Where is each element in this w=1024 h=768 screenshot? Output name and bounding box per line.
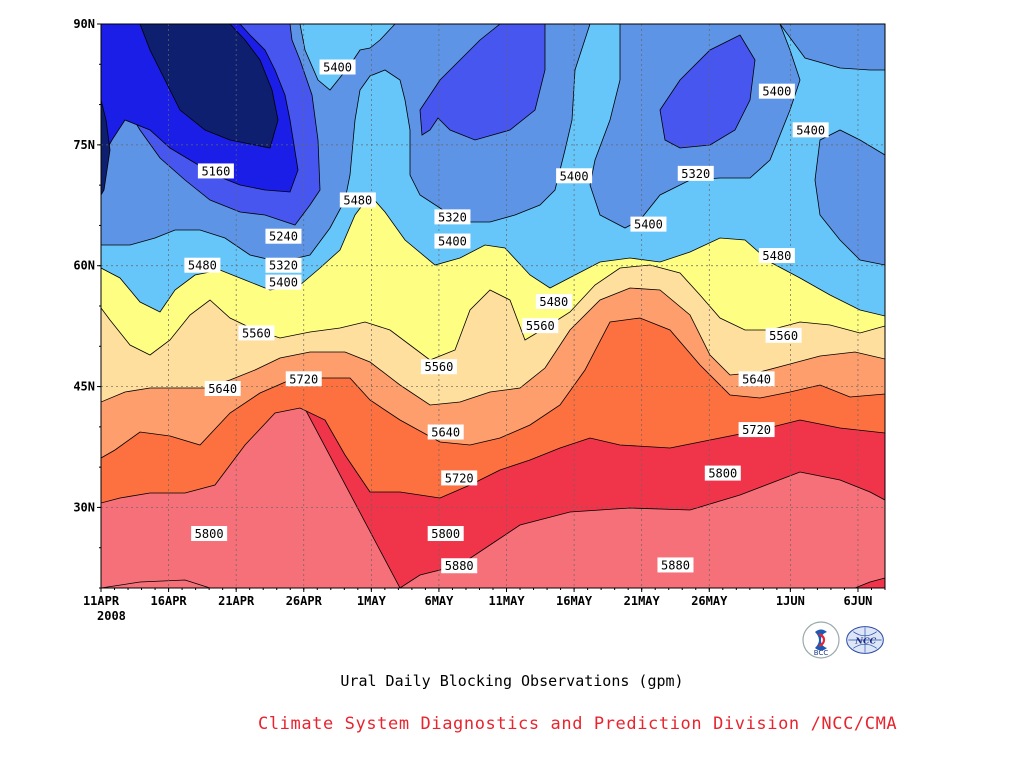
y-tick-label: 90N — [73, 17, 95, 31]
contour-label: 5720 — [441, 470, 478, 486]
contour-label: 5400 — [319, 59, 356, 75]
svg-text:5720: 5720 — [445, 471, 474, 485]
svg-text:5640: 5640 — [208, 382, 237, 396]
bcc-logo-text: BCC — [814, 649, 829, 657]
x-tick-label: 21APR — [218, 594, 255, 608]
band-lt5160 — [101, 24, 279, 196]
svg-text:5640: 5640 — [742, 372, 771, 386]
contour-label: 5480 — [339, 192, 376, 208]
contour-fill-layer — [101, 24, 885, 588]
x-tick-label: 11APR — [83, 594, 120, 608]
y-tick-label: 60N — [73, 259, 95, 273]
contour-label: 5640 — [204, 380, 241, 396]
contour-label: 5880 — [657, 557, 694, 573]
svg-text:5720: 5720 — [289, 372, 318, 386]
svg-text:5400: 5400 — [323, 61, 352, 75]
contour-label: 5880 — [441, 558, 478, 574]
contour-label: 5240 — [265, 228, 302, 244]
x-tick-label: 26MAY — [691, 594, 728, 608]
y-tick-label: 75N — [73, 138, 95, 152]
contour-label: 5320 — [434, 209, 471, 225]
svg-text:5560: 5560 — [242, 326, 271, 340]
contour-label: 5400 — [758, 83, 795, 99]
x-tick-label: 21MAY — [624, 594, 661, 608]
contour-label: 5400 — [630, 216, 667, 232]
svg-text:5560: 5560 — [526, 319, 555, 333]
svg-text:5240: 5240 — [269, 230, 298, 244]
svg-text:5400: 5400 — [796, 123, 825, 137]
contour-label: 5480 — [758, 248, 795, 264]
contour-label: 5400 — [792, 122, 829, 138]
x-tick-label: 6JUN — [844, 594, 873, 608]
svg-text:5400: 5400 — [438, 235, 467, 249]
svg-text:5400: 5400 — [560, 169, 589, 183]
chart-title: Ural Daily Blocking Observations (gpm) — [340, 672, 684, 690]
credit-line: Climate System Diagnostics and Predictio… — [258, 714, 898, 734]
x-axis-year-label: 2008 — [97, 609, 126, 623]
contour-label: 5400 — [556, 168, 593, 184]
x-tick-label: 1MAY — [357, 594, 387, 608]
svg-text:5480: 5480 — [343, 193, 372, 207]
svg-text:5560: 5560 — [424, 360, 453, 374]
contour-label: 5560 — [420, 359, 457, 375]
svg-text:5480: 5480 — [539, 295, 568, 309]
x-tick-label: 6MAY — [424, 594, 454, 608]
svg-text:5560: 5560 — [769, 329, 798, 343]
contour-label: 5480 — [535, 293, 572, 309]
contour-label: 5320 — [265, 257, 302, 273]
contour-label: 5560 — [238, 325, 275, 341]
svg-text:5400: 5400 — [269, 276, 298, 290]
svg-text:5640: 5640 — [431, 425, 460, 439]
svg-text:5400: 5400 — [762, 85, 791, 99]
svg-text:5160: 5160 — [201, 164, 230, 178]
x-tick-label: 11MAY — [488, 594, 525, 608]
svg-text:5480: 5480 — [762, 249, 791, 263]
svg-text:5880: 5880 — [445, 559, 474, 573]
contour-label: 5800 — [704, 465, 741, 481]
ncc-logo-text: NCC — [854, 635, 876, 645]
contour-label: 5560 — [522, 318, 559, 334]
bcc-logo: BCC — [802, 621, 840, 659]
contour-label: 5640 — [427, 424, 464, 440]
y-tick-label: 30N — [73, 500, 95, 514]
contour-label: 5800 — [427, 526, 464, 542]
contour-label: 5400 — [434, 233, 471, 249]
x-tick-label: 16MAY — [556, 594, 593, 608]
svg-text:5800: 5800 — [195, 527, 224, 541]
svg-text:5480: 5480 — [188, 259, 217, 273]
contour-label: 5720 — [738, 422, 775, 438]
svg-text:5320: 5320 — [269, 259, 298, 273]
x-tick-label: 16APR — [151, 594, 188, 608]
x-tick-label: 26APR — [286, 594, 323, 608]
svg-text:5800: 5800 — [431, 527, 460, 541]
contour-label: 5480 — [184, 257, 221, 273]
band-5800-5880 — [101, 24, 885, 588]
blocking-contour-chart: 5400 5400 5400 5160 5480 5320 5400 5320 5400 5240… — [73, 17, 886, 623]
contour-label: 5800 — [191, 526, 228, 542]
svg-text:5400: 5400 — [634, 218, 663, 232]
svg-text:5800: 5800 — [708, 467, 737, 481]
svg-text:5720: 5720 — [742, 423, 771, 437]
svg-text:5880: 5880 — [661, 558, 690, 572]
contour-labels: 5400 5400 5400 5160 5480 5320 5400 5320 5400 5240… — [184, 59, 829, 574]
x-tick-label: 1JUN — [776, 594, 805, 608]
y-axis: 90N 75N 60N 45N 30N — [73, 17, 101, 589]
contour-label: 5400 — [265, 274, 302, 290]
contour-label: 5320 — [677, 165, 714, 181]
contour-label: 5160 — [197, 163, 234, 179]
x-axis: 11APR 16APR 21APR 26APR 1MAY 6MAY 11MAY 16MAY 21… — [83, 588, 886, 608]
svg-text:5320: 5320 — [438, 210, 467, 224]
contour-label: 5560 — [765, 327, 802, 343]
svg-text:5320: 5320 — [681, 167, 710, 181]
ncc-logo: NCC — [846, 626, 884, 654]
contour-label: 5640 — [738, 371, 775, 387]
contour-label: 5720 — [285, 371, 322, 387]
y-tick-label: 45N — [73, 380, 95, 394]
